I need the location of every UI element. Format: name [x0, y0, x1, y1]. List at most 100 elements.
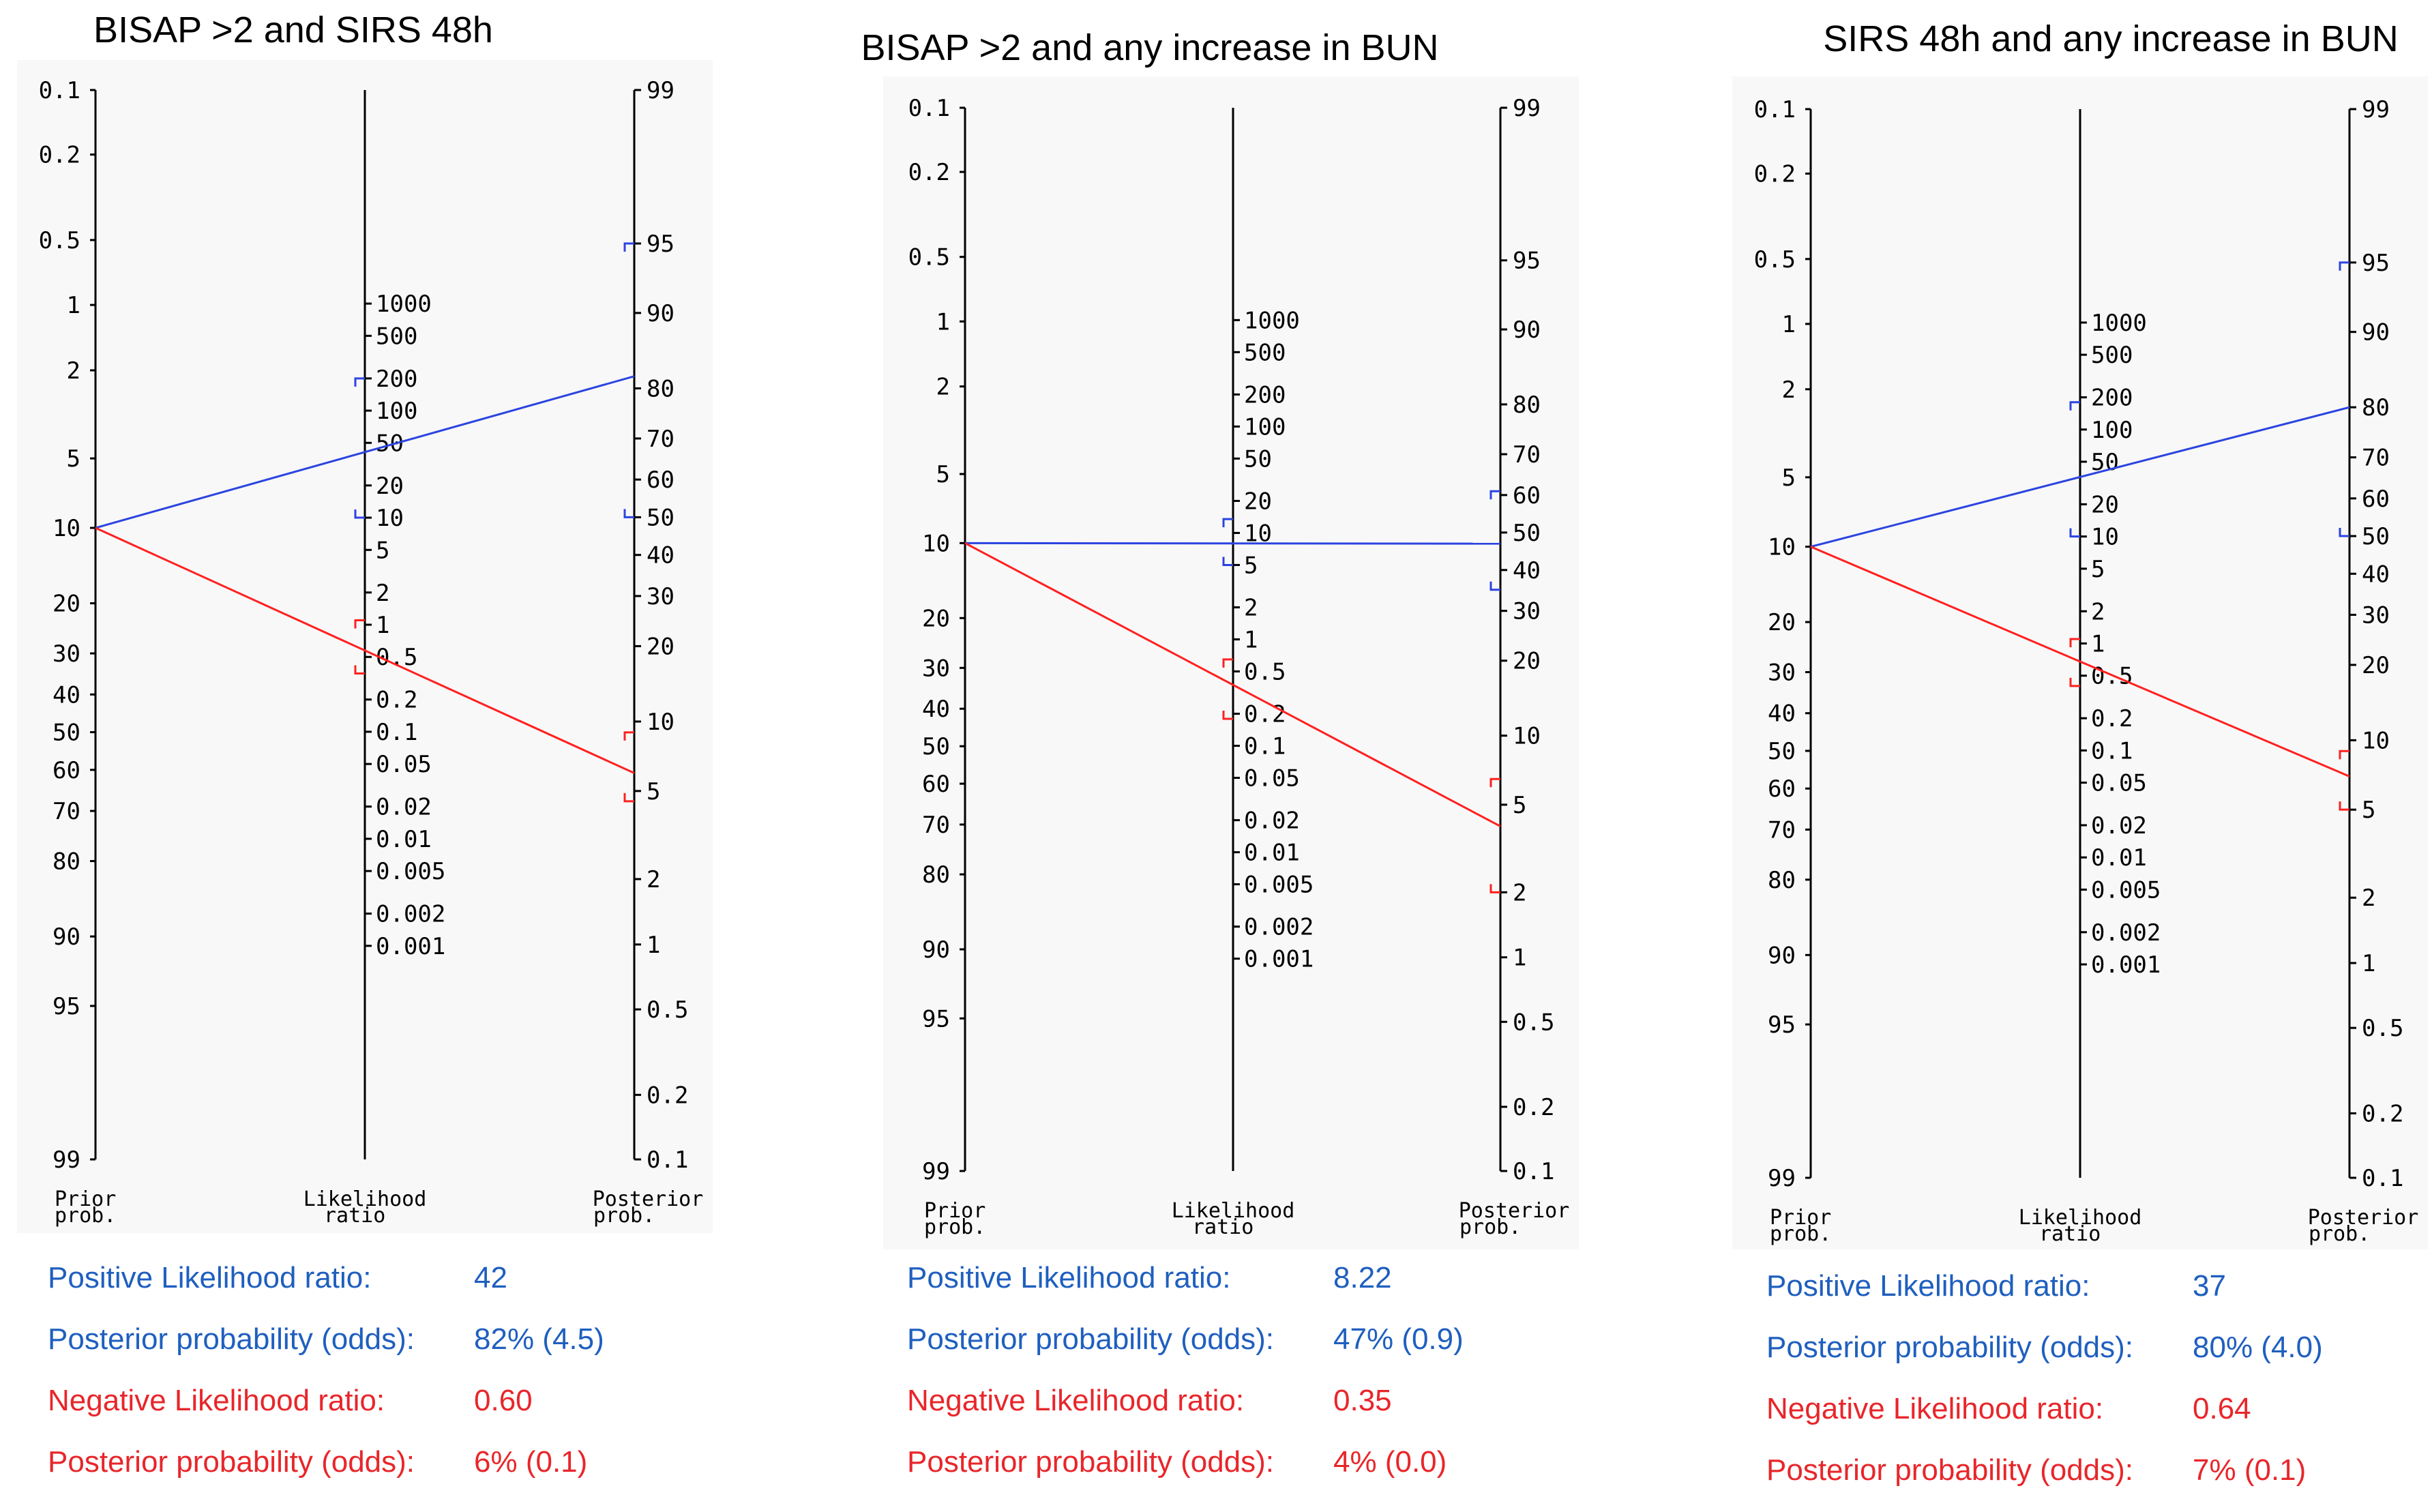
- prior-tick-label: 0.2: [1754, 161, 1796, 188]
- posterior-tick-label: 50: [2362, 523, 2390, 550]
- prior-tick-label: 0.5: [908, 244, 950, 271]
- prior-axis-label: Prior: [55, 1187, 116, 1211]
- prior-tick-label: 60: [53, 757, 80, 784]
- lr-tick-label: 5: [1244, 552, 1258, 579]
- prior-tick-label: 10: [922, 530, 950, 557]
- positive-lr-ci-bracket-path: [354, 377, 365, 519]
- prior-tick-label: 1: [1782, 311, 1796, 338]
- posterior-tick-label: 30: [2362, 602, 2390, 629]
- posterior-tick-label: 0.5: [647, 996, 688, 1024]
- lr-tick-label: 0.1: [2091, 737, 2133, 765]
- prior-tick-label: 30: [1768, 659, 1796, 687]
- posterior-tick-label: 20: [1513, 648, 1541, 675]
- lr-tick-label: 0.01: [2091, 844, 2147, 872]
- posterior-tick-label: 1: [1513, 945, 1526, 972]
- posterior-tick-label: 60: [647, 466, 674, 494]
- prior-tick-label: 30: [53, 640, 80, 668]
- prior-tick-label: 99: [1768, 1165, 1796, 1192]
- posterior-tick-label: 99: [647, 77, 674, 104]
- prior-tick-label: 90: [1768, 942, 1796, 969]
- positive-lr-ci-bracket: [1222, 518, 1233, 566]
- posterior-tick-label: 95: [647, 231, 674, 258]
- posterior-tick-label: 10: [1513, 723, 1541, 750]
- prior-tick-label: 70: [53, 798, 80, 825]
- prior-tick-label: 50: [922, 733, 950, 760]
- prior-tick-label: 2: [1782, 376, 1796, 404]
- posterior-tick-label: 99: [2362, 96, 2390, 123]
- prior-tick-label: 2: [936, 374, 950, 401]
- positive-posterior-value: 80% (4.0): [2193, 1331, 2323, 1364]
- posterior-tick-label: 5: [1513, 792, 1526, 819]
- negative-posterior-ci-bracket: [1489, 777, 1500, 893]
- posterior-tick-label: 1: [647, 932, 660, 959]
- posterior-tick-label: 50: [647, 504, 674, 531]
- posterior-tick-label: 0.5: [1513, 1009, 1554, 1036]
- prior-tick-label: 95: [1768, 1011, 1796, 1039]
- posterior-axis-label: Posterior: [593, 1187, 704, 1211]
- posterior-tick-label: 2: [2362, 885, 2375, 912]
- prior-axis-label-2: prob.: [1770, 1222, 1831, 1246]
- posterior-tick-label: 2: [1513, 879, 1526, 906]
- posterior-tick-label: 30: [647, 583, 674, 610]
- posterior-tick-label: 95: [1513, 248, 1541, 275]
- lr-tick-label: 0.002: [376, 901, 445, 928]
- lr-tick-label: 5: [376, 537, 389, 564]
- prior-tick-label: 1: [67, 292, 80, 319]
- lr-tick-label: 2: [1244, 595, 1258, 622]
- prior-tick-label: 20: [922, 605, 950, 632]
- lr-tick-label: 50: [376, 430, 404, 457]
- lr-tick-label: 0.001: [1244, 946, 1314, 973]
- negative-lr-ci-bracket-path: [2069, 638, 2080, 687]
- lr-tick-label: 0.01: [376, 826, 432, 853]
- posterior-axis-label-2: prob.: [1459, 1215, 1521, 1239]
- prior-axis-label: Prior: [924, 1199, 985, 1223]
- posterior-tick-label: 20: [2362, 652, 2390, 679]
- negative-posterior-value: 6% (0.1): [474, 1445, 587, 1479]
- lr-tick-label: 1000: [376, 291, 432, 318]
- lr-tick-label: 0.005: [2091, 876, 2161, 904]
- posterior-tick-label: 40: [1513, 557, 1541, 584]
- posterior-tick-label: 80: [1513, 391, 1541, 419]
- negative-lr-ci-bracket-path: [1222, 658, 1233, 720]
- prior-tick-label: 20: [53, 591, 80, 618]
- posterior-tick-label: 90: [647, 300, 674, 327]
- negative-posterior-value: 4% (0.0): [1333, 1445, 1447, 1479]
- lr-tick-label: 1: [1244, 627, 1258, 654]
- positive-lr-label: Positive Likelihood ratio:: [907, 1261, 1230, 1294]
- posterior-tick-label: 60: [2362, 486, 2390, 513]
- negative-posterior-value: 7% (0.1): [2193, 1453, 2306, 1487]
- posterior-axis-label-2: prob.: [593, 1204, 655, 1228]
- prior-tick-label: 70: [1768, 816, 1796, 844]
- posterior-tick-label: 0.5: [2362, 1015, 2403, 1042]
- posterior-tick-label: 80: [647, 375, 674, 402]
- positive-posterior-ci-bracket-path: [2339, 261, 2349, 537]
- posterior-axis-label: Posterior: [1459, 1199, 1570, 1223]
- posterior-tick-label: 5: [2362, 797, 2375, 824]
- prior-tick-label: 5: [936, 461, 950, 488]
- lr-tick-label: 100: [1244, 413, 1286, 441]
- posterior-tick-label: 0.1: [647, 1146, 688, 1174]
- lr-tick-label: 1: [2091, 631, 2105, 658]
- posterior-tick-label: 70: [1513, 441, 1541, 469]
- prior-tick-label: 90: [53, 923, 80, 951]
- lr-tick-label: 0.001: [376, 933, 445, 960]
- positive-posterior-label: Posterior probability (odds):: [1766, 1331, 2133, 1364]
- prior-axis-label: Prior: [1770, 1206, 1831, 1230]
- prior-tick-label: 50: [1768, 738, 1796, 765]
- posterior-tick-label: 60: [1513, 482, 1541, 509]
- lr-tick-label: 500: [376, 323, 417, 350]
- lr-tick-label: 200: [1244, 381, 1286, 409]
- posterior-tick-label: 10: [647, 709, 674, 736]
- lr-tick-label: 50: [2091, 449, 2119, 476]
- negative-posterior-ci-bracket: [2339, 750, 2349, 811]
- lr-tick-label: 0.1: [1244, 733, 1286, 760]
- positive-lr-line: [964, 542, 1501, 545]
- posterior-tick-label: 0.2: [1513, 1094, 1554, 1121]
- prior-tick-label: 5: [67, 445, 80, 473]
- prior-tick-label: 0.2: [908, 159, 950, 186]
- negative-lr-ci-bracket: [1222, 658, 1233, 720]
- posterior-tick-label: 80: [2362, 394, 2390, 421]
- lr-tick-label: 0.5: [1244, 658, 1286, 685]
- positive-posterior-label: Posterior probability (odds):: [907, 1322, 1274, 1356]
- posterior-tick-label: 10: [2362, 727, 2390, 754]
